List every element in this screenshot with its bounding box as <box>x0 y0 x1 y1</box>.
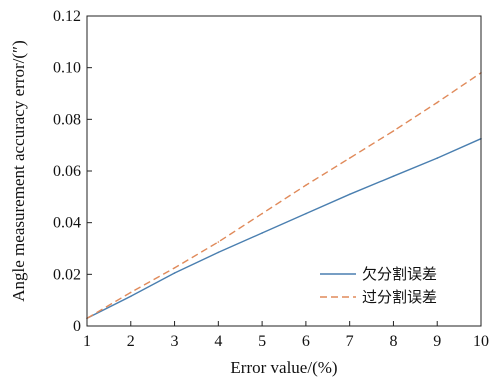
data-point <box>129 295 132 298</box>
data-point <box>173 272 176 274</box>
x-tick-label: 10 <box>473 333 489 350</box>
x-tick-label: 8 <box>389 333 397 350</box>
data-point <box>392 175 395 177</box>
data-point <box>305 184 307 187</box>
data-point <box>217 241 220 243</box>
y-tick-label: 0.04 <box>53 215 81 232</box>
x-axis-ticks: 1 2 3 4 5 6 7 8 9 10 <box>83 321 489 350</box>
data-point <box>348 193 351 196</box>
data-point <box>129 291 132 294</box>
x-tick-label: 2 <box>127 333 135 350</box>
y-tick-label: 0.12 <box>53 8 81 25</box>
y-axis-ticks: 0 0.02 0.04 0.06 0.08 0.10 0.12 <box>53 8 92 335</box>
data-point <box>261 232 263 234</box>
legend-label-2: 过分割误差 <box>362 288 437 306</box>
series-line-1 <box>86 138 482 319</box>
x-tick-label: 6 <box>302 333 310 350</box>
data-point <box>348 157 351 159</box>
x-tick-label: 4 <box>214 333 222 350</box>
data-point <box>392 130 395 132</box>
y-tick-label: 0.10 <box>53 60 81 77</box>
series-layer <box>86 72 482 320</box>
data-point <box>217 251 220 254</box>
y-tick-label: 0.08 <box>53 111 81 128</box>
y-tick-label: 0.02 <box>53 266 81 283</box>
x-axis-title: Error value/(%) <box>230 358 337 377</box>
data-point <box>436 101 439 104</box>
series-line-2 <box>86 72 482 319</box>
data-point <box>173 267 176 269</box>
y-tick-label: 0.06 <box>53 163 81 180</box>
data-point <box>305 212 307 215</box>
data-point <box>261 212 263 215</box>
x-tick-label: 5 <box>258 333 266 350</box>
y-axis-title: Angle measurement accuracy error/(″) <box>9 40 28 301</box>
y-tick-label: 0 <box>73 318 81 335</box>
x-tick-label: 9 <box>433 333 441 350</box>
x-tick-label: 1 <box>83 333 91 350</box>
x-tick-label: 3 <box>171 333 179 350</box>
x-tick-label: 7 <box>346 333 354 350</box>
legend-label-1: 欠分割误差 <box>362 265 437 283</box>
plot-frame <box>86 15 482 327</box>
data-point <box>436 157 439 159</box>
